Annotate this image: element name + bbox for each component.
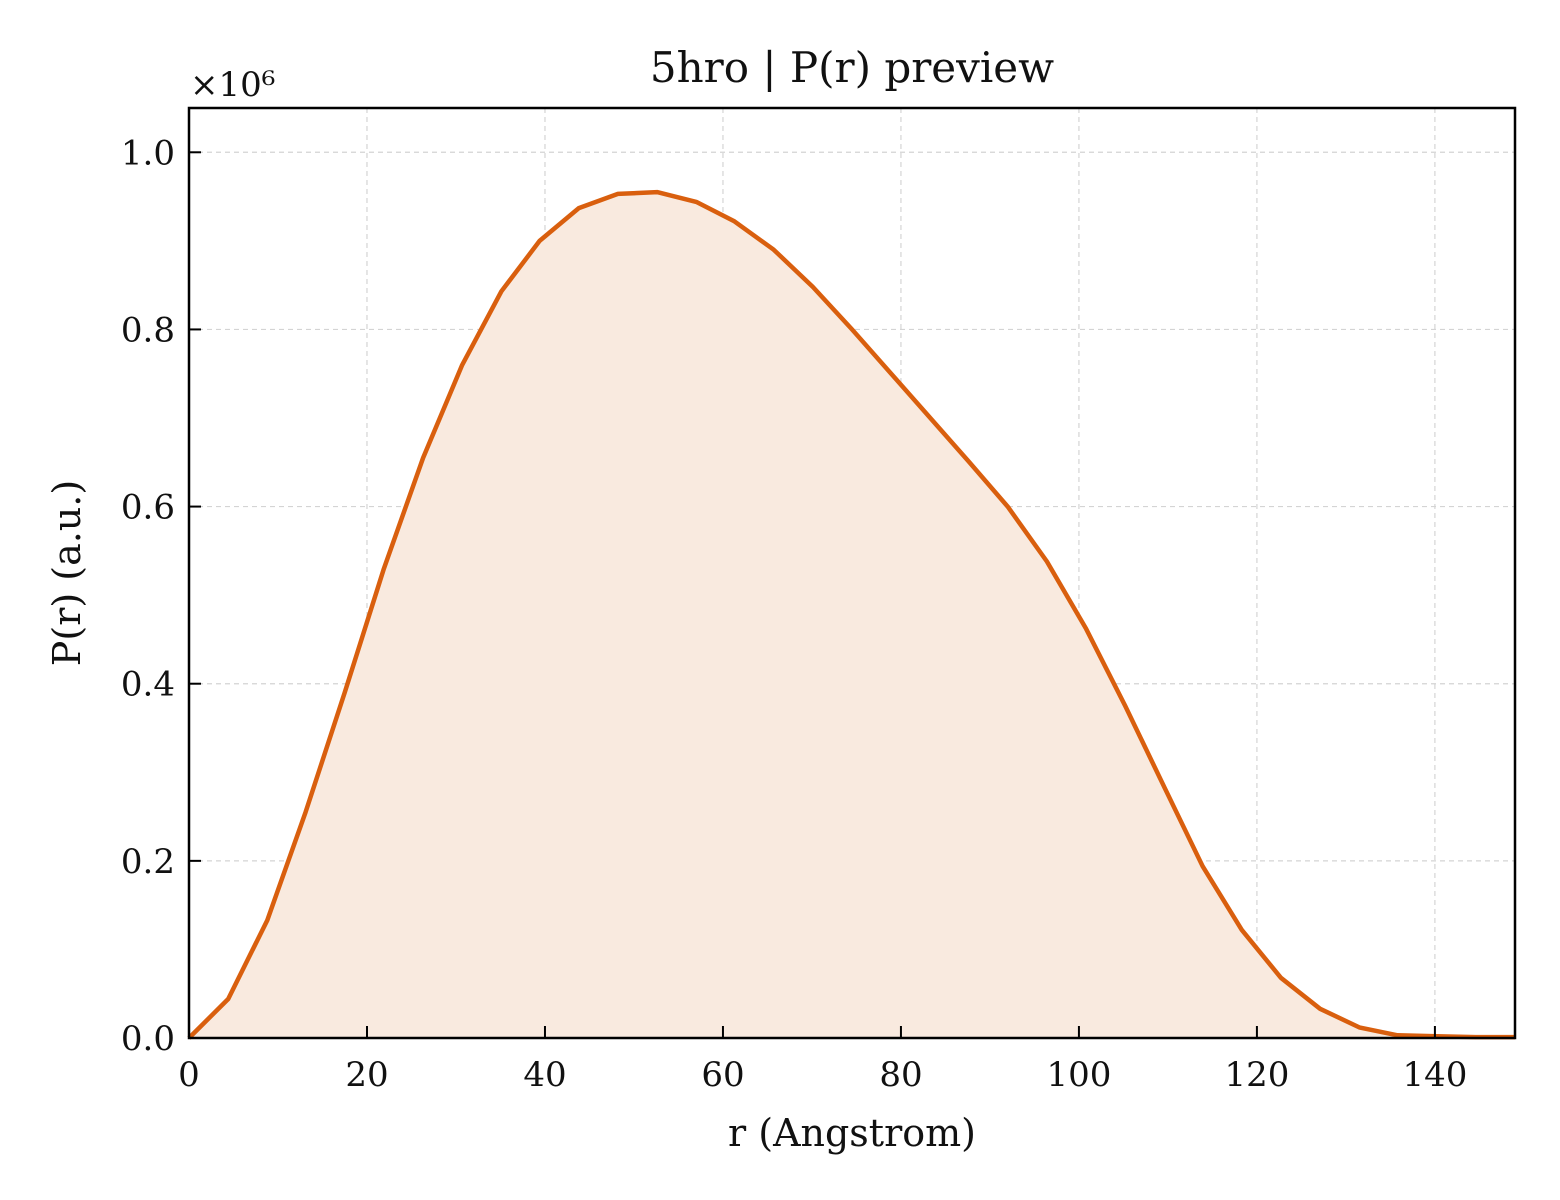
- x-tick-label: 0: [178, 1055, 200, 1095]
- x-tick-label: 20: [345, 1055, 388, 1095]
- chart-title: 5hro | P(r) preview: [650, 43, 1054, 92]
- x-tick-label: 140: [1402, 1055, 1467, 1095]
- x-axis-ticks: 0 20 40 60 80 100 120 140: [178, 1026, 1467, 1095]
- y-axis-ticks: 0.0 0.2 0.4 0.6 0.8 1.0: [121, 133, 201, 1059]
- y-tick-label: 0.8: [121, 310, 175, 350]
- y-tick-label: 0.6: [121, 488, 175, 528]
- y-tick-label: 0.4: [121, 665, 175, 705]
- y-multiplier-label: ×10⁶: [190, 65, 275, 105]
- y-axis-label: P(r) (a.u.): [45, 480, 89, 666]
- x-tick-label: 100: [1046, 1055, 1111, 1095]
- x-tick-label: 40: [523, 1055, 566, 1095]
- pr-area-fill: [189, 192, 1515, 1039]
- pr-curve-line: [187, 189, 1515, 1040]
- x-tick-label: 120: [1224, 1055, 1289, 1095]
- y-tick-label: 0.0: [121, 1019, 175, 1059]
- x-tick-label: 60: [701, 1055, 744, 1095]
- x-axis-label: r (Angstrom): [728, 1111, 976, 1155]
- y-tick-label: 0.2: [121, 842, 175, 882]
- plot-frame: [187, 106, 1517, 1040]
- y-tick-label: 1.0: [121, 133, 175, 173]
- x-tick-label: 80: [879, 1055, 922, 1095]
